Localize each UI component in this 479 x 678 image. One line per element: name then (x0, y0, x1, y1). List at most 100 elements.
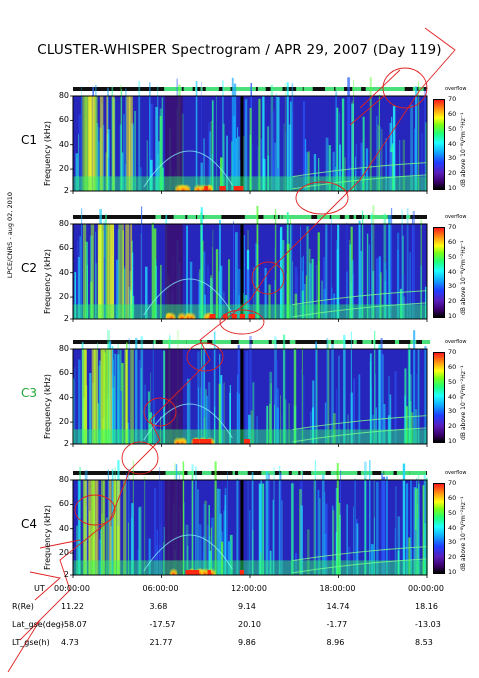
ephemeris-value: -1.77 (326, 620, 348, 629)
colorbar-tick-label: 50 (448, 508, 457, 517)
colorbar-tick-label: 70 (448, 95, 457, 103)
x-tick-label: 00:00:00 (54, 584, 90, 593)
y-tick-label: 80 (58, 344, 69, 353)
ephemeris-label: Lat_gse(deg) (12, 620, 64, 629)
y-tick-label: 60 (58, 243, 69, 253)
panel-c4 (70, 460, 428, 578)
y-tick-label: 80 (58, 91, 69, 100)
ephemeris-value: 3.68 (149, 602, 168, 611)
colorbar (433, 99, 445, 190)
y-axis-label-text: Frequency (kHz) (43, 374, 52, 439)
colorbar-unit-text: dB above 10⁻⁸V²m⁻²Hz⁻¹ (460, 240, 467, 315)
y-tick-label: 40 (58, 523, 69, 533)
panel-c1 (70, 77, 428, 194)
colorbar-tick-label: 70 (448, 223, 457, 231)
colorbar-unit-text: dB above 10⁻⁸V²m⁻²Hz⁻¹ (460, 112, 467, 187)
data-gap-line (240, 480, 244, 575)
colorbar-unit-label: dB above 10⁻⁸V²m⁻²Hz⁻¹ (460, 101, 470, 191)
y-axis-label-text: Frequency (kHz) (43, 121, 52, 186)
ephemeris-value: 11.22 (61, 602, 84, 611)
y-tick-label: 60 (58, 115, 69, 125)
y-tick-label: 80 (58, 219, 69, 228)
colorbar-tick-label: 20 (448, 553, 457, 562)
ephemeris-value: 20.10 (238, 620, 261, 629)
x-tick-label: 06:00:00 (142, 584, 179, 593)
y-axis-label: Frequency (kHz) (43, 354, 55, 464)
colorbar-tick-label: 30 (448, 407, 457, 416)
y-tick-label: 2 (63, 439, 69, 448)
y-tick-label: 40 (58, 139, 69, 149)
colorbar-tick-label: 10 (448, 312, 457, 320)
colorbar-mode-label: overflow (445, 214, 467, 220)
colorbar-tick-label: 70 (448, 348, 457, 356)
colorbar-tick-label: 40 (448, 392, 457, 401)
colorbar-tick-label: 20 (448, 422, 457, 431)
y-tick-label: 20 (58, 417, 69, 427)
panel-label-c4: C4 (21, 517, 38, 531)
x-tick-label: 12:00:00 (231, 584, 267, 593)
panel-c2 (70, 205, 428, 322)
colorbar-tick-label: 50 (448, 124, 457, 133)
y-tick-label: 20 (58, 164, 69, 174)
colorbar-tick-label: 70 (448, 479, 457, 487)
y-tick-label: 2 (63, 570, 69, 579)
colorbar-unit-text: dB above 10⁻⁸V²m⁻²Hz⁻¹ (460, 365, 467, 440)
x-tick-label: 00:00:00 (408, 584, 444, 593)
colorbar-tick-label: 60 (448, 109, 457, 118)
y-axis-label: Frequency (kHz) (43, 101, 55, 211)
y-tick-label: 60 (58, 368, 69, 378)
ephemeris-value: -58.07 (61, 620, 87, 629)
red-annotation-strokes (7, 27, 456, 673)
colorbar-tick-label: 10 (448, 437, 457, 445)
colorbar-tick-label: 50 (448, 377, 457, 386)
panel-label-c1: C1 (21, 133, 38, 147)
y-tick-label: 2 (63, 186, 69, 195)
colorbar-tick-label: 60 (448, 493, 457, 502)
x-axis-label: UT (34, 584, 45, 593)
data-gap-line (240, 224, 244, 319)
ephemeris-value: 9.14 (238, 602, 256, 611)
colorbar-mode-label: overflow (445, 86, 467, 92)
y-tick-label: 20 (58, 548, 69, 558)
colorbar-tick-label: 60 (448, 237, 457, 246)
y-axis-label: Frequency (kHz) (43, 485, 55, 595)
ephemeris-value: -17.57 (149, 620, 176, 629)
data-gap-line (240, 96, 244, 191)
colorbar-unit-label: dB above 10⁻⁸V²m⁻²Hz⁻¹ (460, 485, 470, 575)
ephemeris-value: -13.03 (415, 620, 441, 629)
colorbar-tick-label: 40 (448, 523, 457, 532)
y-tick-label: 60 (58, 499, 69, 509)
ephemeris-value: 18.16 (415, 602, 438, 611)
panel-label-c3: C3 (21, 386, 38, 400)
y-tick-label: 20 (58, 292, 69, 302)
panel-c3 (70, 330, 431, 447)
colorbar-tick-label: 40 (448, 267, 457, 276)
colorbar-mode-label: overflow (445, 339, 467, 345)
x-tick-label: 18:00:00 (319, 584, 356, 593)
colorbar-tick-label: 10 (448, 184, 457, 192)
colorbar-tick-label: 30 (448, 282, 457, 291)
y-axis-label-text: Frequency (kHz) (43, 505, 52, 570)
ephemeris-value: 4.73 (61, 638, 79, 647)
y-tick-label: 80 (58, 475, 69, 484)
colorbar-unit-label: dB above 10⁻⁸V²m⁻²Hz⁻¹ (460, 229, 470, 319)
ephemeris-value: 9.86 (238, 638, 256, 647)
ephemeris-label: LT_gse(h) (12, 638, 50, 647)
colorbar-tick-label: 20 (448, 169, 457, 178)
figure-title: CLUSTER-WHISPER Spectrogram / APR 29, 20… (37, 42, 442, 58)
data-gap-line (240, 349, 244, 444)
colorbar (433, 352, 445, 443)
ephemeris-value: 14.74 (326, 602, 350, 611)
y-axis-label: Frequency (kHz) (43, 229, 55, 339)
colorbar-mode-label: overflow (445, 470, 467, 476)
ephemeris-value: 8.96 (326, 638, 345, 647)
colorbar (433, 227, 445, 318)
colorbar (433, 483, 445, 574)
colorbar-tick-label: 30 (448, 154, 457, 163)
y-tick-label: 40 (58, 267, 69, 277)
y-tick-label: 2 (63, 314, 69, 323)
colorbar-tick-label: 40 (448, 139, 457, 148)
colorbar-tick-label: 20 (448, 297, 457, 306)
